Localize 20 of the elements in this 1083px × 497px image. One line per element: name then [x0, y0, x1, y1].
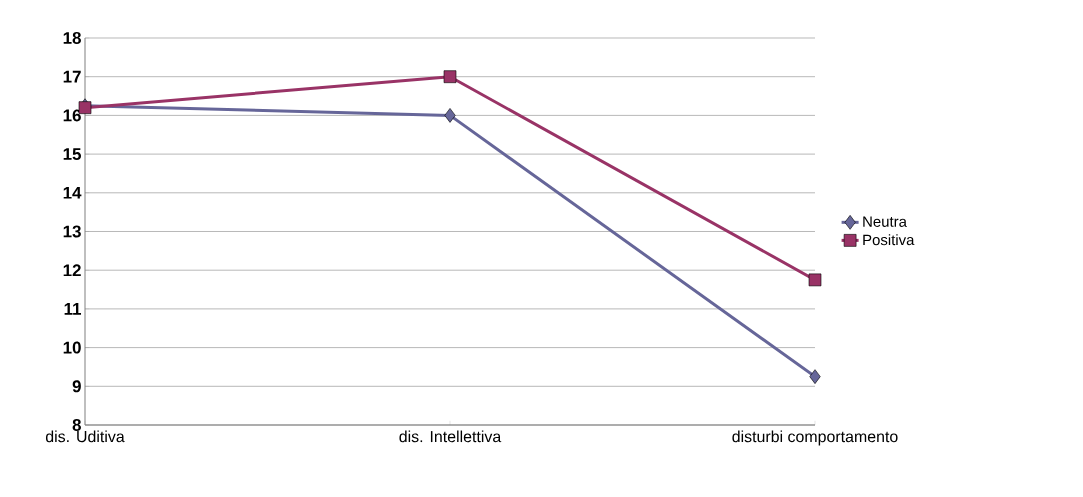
legend-label: Neutra: [863, 216, 907, 227]
point: [444, 108, 456, 123]
y-tick-label: 9: [72, 380, 81, 393]
y-tick-label: 17: [63, 70, 81, 83]
y-tick-label: 13: [63, 225, 81, 238]
legend-label: Positiva: [863, 234, 915, 246]
point: [809, 369, 821, 384]
y-tick-label: 12: [63, 264, 81, 277]
point: [808, 273, 822, 287]
x-tick-label: dis. Uditiva: [45, 430, 125, 443]
y-tick-label: 10: [63, 341, 81, 354]
y-tick-label: 16: [63, 109, 81, 122]
y-tick-label: 14: [63, 186, 82, 199]
point: [443, 70, 457, 83]
x-tick-label: dis. Intellettiva: [399, 430, 502, 443]
x-tick-label: disturbi comportamento: [732, 430, 898, 446]
y-tick-label: 8: [72, 419, 81, 431]
y-tick-label: 18: [63, 32, 81, 44]
y-tick-label: 15: [63, 148, 82, 161]
y-tick-label: 11: [64, 303, 82, 315]
